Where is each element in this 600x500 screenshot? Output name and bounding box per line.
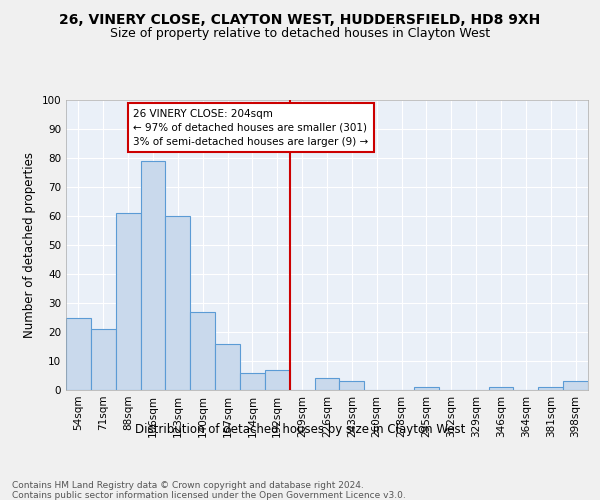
Bar bbox=[314, 378, 340, 390]
Text: Contains HM Land Registry data © Crown copyright and database right 2024.
Contai: Contains HM Land Registry data © Crown c… bbox=[12, 480, 406, 500]
Bar bbox=[340, 382, 364, 390]
Text: Distribution of detached houses by size in Clayton West: Distribution of detached houses by size … bbox=[135, 422, 465, 436]
Bar bbox=[538, 387, 563, 390]
Bar bbox=[563, 382, 588, 390]
Text: 26 VINERY CLOSE: 204sqm
← 97% of detached houses are smaller (301)
3% of semi-de: 26 VINERY CLOSE: 204sqm ← 97% of detache… bbox=[133, 108, 368, 146]
Bar bbox=[190, 312, 215, 390]
Y-axis label: Number of detached properties: Number of detached properties bbox=[23, 152, 36, 338]
Bar bbox=[166, 216, 190, 390]
Text: Size of property relative to detached houses in Clayton West: Size of property relative to detached ho… bbox=[110, 28, 490, 40]
Bar bbox=[265, 370, 290, 390]
Bar bbox=[66, 318, 91, 390]
Bar bbox=[414, 387, 439, 390]
Text: 26, VINERY CLOSE, CLAYTON WEST, HUDDERSFIELD, HD8 9XH: 26, VINERY CLOSE, CLAYTON WEST, HUDDERSF… bbox=[59, 12, 541, 26]
Bar bbox=[91, 329, 116, 390]
Bar bbox=[488, 387, 514, 390]
Bar bbox=[140, 161, 166, 390]
Bar bbox=[116, 213, 140, 390]
Bar bbox=[215, 344, 240, 390]
Bar bbox=[240, 372, 265, 390]
